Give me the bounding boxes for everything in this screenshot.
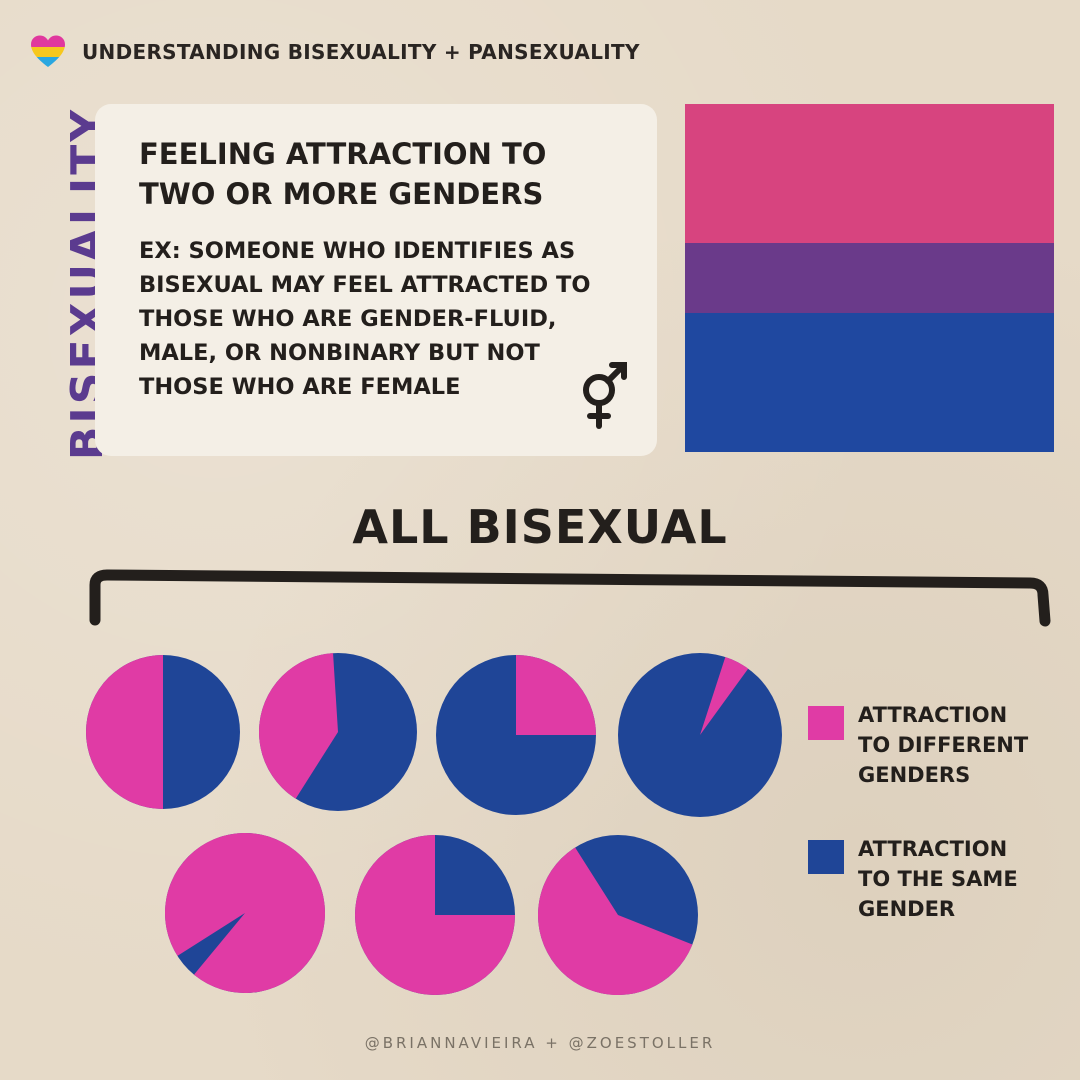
- pie-7-different-genders-slice: [538, 847, 693, 995]
- example-line-1: EX: SOMEONE WHO IDENTIFIES AS: [139, 238, 576, 264]
- example-line-5: THOSE WHO ARE FEMALE: [139, 374, 461, 400]
- pie-1-different-genders-slice: [86, 655, 163, 809]
- pie-5-different-genders-slice: [164, 833, 325, 993]
- legend-same-line-3: GENDER: [858, 897, 956, 921]
- legend-different-line-1: ATTRACTION: [858, 703, 1008, 727]
- bracket-divider: [89, 569, 1051, 627]
- flag-stripe-2: [685, 243, 1054, 313]
- pie-6-different-genders-slice: [355, 835, 515, 995]
- heading-line-1: FEELING ATTRACTION TO: [139, 137, 547, 171]
- transgender-symbol-icon: [583, 362, 627, 429]
- definition-card: FEELING ATTRACTION TO TWO OR MORE GENDER…: [95, 104, 657, 456]
- legend-different-line-3: GENDERS: [858, 763, 971, 787]
- definition-example: EX: SOMEONE WHO IDENTIFIES AS BISEXUAL M…: [139, 234, 629, 404]
- flag-stripe-3: [685, 312, 1054, 452]
- legend-same-line-1: ATTRACTION: [858, 837, 1008, 861]
- heart-icon: [31, 35, 65, 67]
- legend-swatch-blue: [808, 840, 844, 874]
- legend-label-different-genders: ATTRACTION TO DIFFERENT GENDERS: [858, 700, 1038, 790]
- example-line-2: BISEXUAL MAY FEEL ATTRACTED TO: [139, 272, 591, 298]
- legend-swatch-pink: [808, 706, 844, 740]
- legend-same-line-2: TO THE SAME: [858, 867, 1018, 891]
- example-line-4: MALE, OR NONBINARY BUT NOT: [139, 340, 540, 366]
- pie-chart-group: [0, 640, 800, 1000]
- credit-footer: @BRIANNAVIEIRA + @ZOESTOLLER: [364, 1034, 716, 1052]
- legend-item-same-gender: ATTRACTION TO THE SAME GENDER: [808, 834, 1038, 924]
- bisexual-pride-flag: [685, 104, 1054, 452]
- pie-2-different-genders-slice: [259, 653, 338, 799]
- pie-chart-svg: [86, 653, 782, 995]
- chart-title: ALL BISEXUAL: [352, 500, 728, 554]
- legend-different-line-2: TO DIFFERENT: [858, 733, 1029, 757]
- legend-label-same-gender: ATTRACTION TO THE SAME GENDER: [858, 834, 1038, 924]
- example-line-3: THOSE WHO ARE GENDER-FLUID,: [139, 306, 557, 332]
- pie-4-different-genders-slice: [700, 657, 749, 735]
- pie-3-different-genders-slice: [516, 655, 596, 735]
- header-title: UNDERSTANDING BISEXUALITY + PANSEXUALITY: [82, 40, 640, 64]
- heading-line-2: TWO OR MORE GENDERS: [139, 177, 544, 211]
- definition-heading: FEELING ATTRACTION TO TWO OR MORE GENDER…: [139, 134, 619, 214]
- legend-item-different-genders: ATTRACTION TO DIFFERENT GENDERS: [808, 700, 1038, 790]
- header: UNDERSTANDING BISEXUALITY + PANSEXUALITY: [30, 34, 640, 70]
- flag-stripe-1: [685, 104, 1054, 244]
